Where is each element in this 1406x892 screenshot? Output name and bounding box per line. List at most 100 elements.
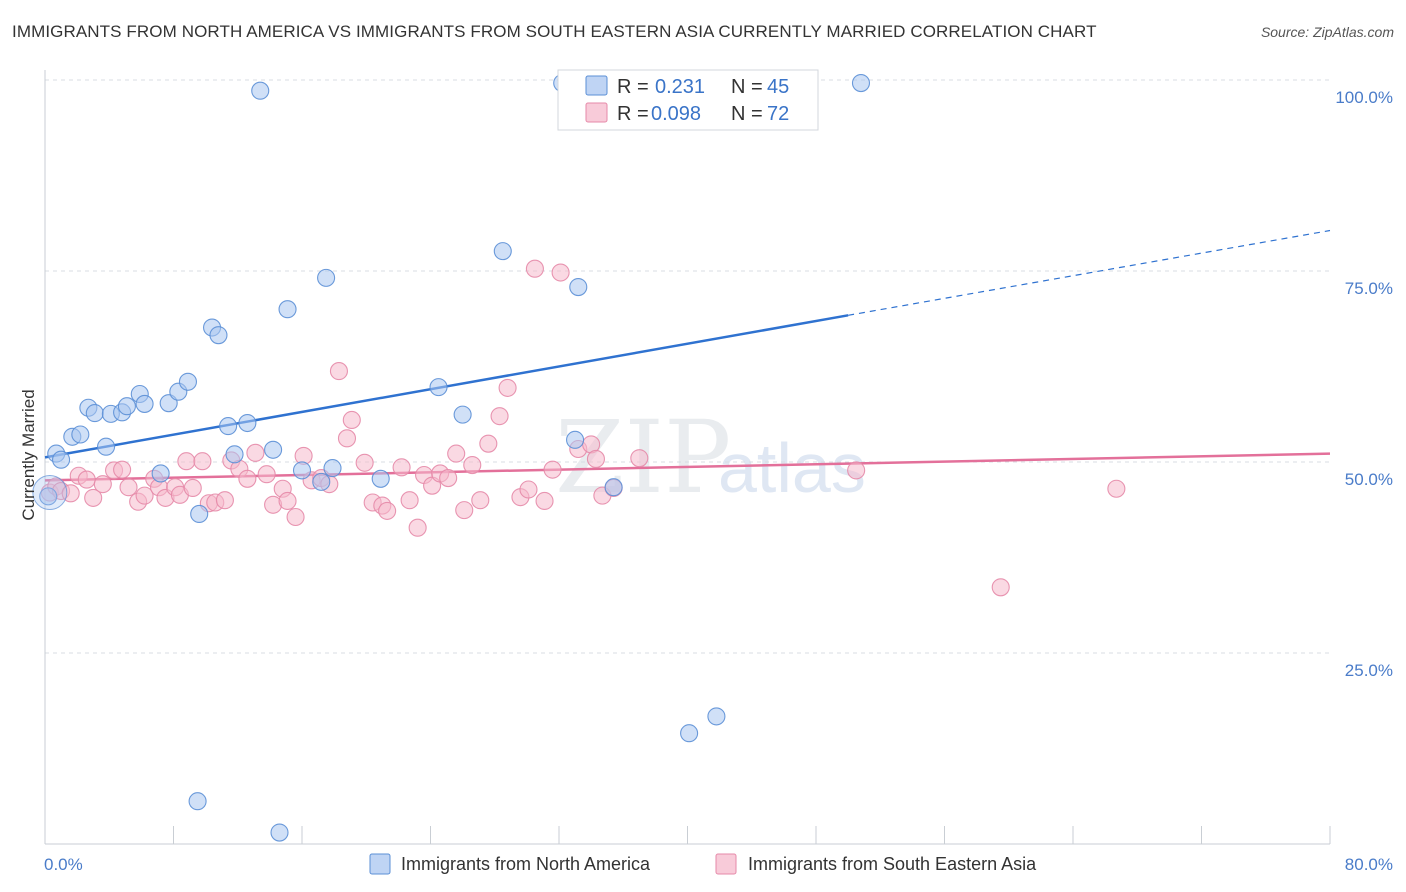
point-south-eastern-asia bbox=[586, 449, 605, 468]
point-north-america bbox=[429, 378, 448, 397]
point-south-eastern-asia bbox=[215, 491, 234, 510]
point-north-america bbox=[493, 242, 512, 261]
point-south-eastern-asia bbox=[84, 488, 103, 507]
point-north-america bbox=[680, 724, 699, 743]
bottom-legend: Immigrants from North America Immigrants… bbox=[369, 853, 1037, 875]
point-south-eastern-asia bbox=[525, 259, 544, 278]
legend-r-value: 0.231 bbox=[655, 76, 705, 98]
point-north-america bbox=[71, 425, 90, 444]
point-north-america bbox=[225, 445, 244, 464]
point-south-eastern-asia bbox=[257, 465, 276, 484]
point-north-america bbox=[604, 478, 623, 497]
y-axis-label: Currently Married bbox=[19, 389, 38, 520]
point-north-america bbox=[323, 459, 342, 478]
point-north-america bbox=[219, 417, 238, 436]
legend: R = 0.231 N = 45 R = 0.098 N = 72 bbox=[557, 69, 819, 131]
point-cluster bbox=[32, 475, 68, 511]
y-tick-label: 75.0% bbox=[1345, 279, 1393, 298]
point-south-eastern-asia bbox=[378, 501, 397, 520]
point-south-eastern-asia bbox=[177, 452, 196, 471]
point-north-america bbox=[270, 823, 289, 842]
point-north-america bbox=[453, 405, 472, 424]
point-north-america bbox=[278, 300, 297, 319]
point-south-eastern-asia bbox=[630, 449, 649, 468]
trend-line-north-america-extension bbox=[848, 229, 1331, 316]
point-north-america bbox=[371, 469, 390, 488]
point-south-eastern-asia bbox=[463, 456, 482, 475]
point-north-america bbox=[569, 277, 588, 297]
legend-r-label: R = bbox=[617, 76, 649, 98]
point-south-eastern-asia bbox=[392, 458, 411, 477]
point-south-eastern-asia bbox=[439, 468, 458, 488]
point-north-america bbox=[190, 504, 209, 524]
point-north-america bbox=[851, 74, 871, 93]
point-south-eastern-asia bbox=[447, 444, 466, 463]
bottom-legend-swatch-south-eastern-asia bbox=[715, 853, 737, 875]
point-north-america bbox=[39, 487, 58, 506]
point-south-eastern-asia bbox=[119, 478, 138, 497]
point-north-america bbox=[238, 413, 257, 433]
point-south-eastern-asia bbox=[278, 491, 297, 511]
point-south-eastern-asia bbox=[471, 491, 490, 510]
point-south-eastern-asia bbox=[551, 263, 570, 282]
point-south-eastern-asia bbox=[342, 410, 361, 430]
point-north-america bbox=[188, 792, 207, 811]
point-north-america bbox=[117, 397, 136, 416]
point-south-eastern-asia bbox=[246, 443, 265, 462]
x-tick-label: 0.0% bbox=[44, 855, 83, 874]
point-north-america bbox=[264, 440, 283, 459]
y-tick-label: 25.0% bbox=[1345, 661, 1393, 680]
data-points bbox=[32, 74, 1126, 842]
point-south-eastern-asia bbox=[479, 434, 498, 453]
point-south-eastern-asia bbox=[355, 453, 374, 472]
grid bbox=[45, 79, 1330, 654]
point-north-america bbox=[292, 461, 312, 480]
point-south-eastern-asia bbox=[113, 460, 132, 479]
point-north-america bbox=[178, 372, 198, 391]
legend-n-value: 72 bbox=[767, 103, 789, 125]
legend-swatch-north-america bbox=[585, 75, 608, 96]
bottom-legend-label-south-eastern-asia: Immigrants from South Eastern Asia bbox=[748, 854, 1037, 874]
point-south-eastern-asia bbox=[193, 452, 212, 471]
chart-title: IMMIGRANTS FROM NORTH AMERICA VS IMMIGRA… bbox=[12, 22, 1097, 41]
point-south-eastern-asia bbox=[519, 480, 538, 499]
watermark: ZIP atlas bbox=[555, 399, 866, 516]
legend-r-value: 0.098 bbox=[651, 103, 701, 125]
point-south-eastern-asia bbox=[77, 470, 96, 489]
point-north-america bbox=[707, 707, 726, 726]
point-south-eastern-asia bbox=[490, 407, 509, 426]
point-south-eastern-asia bbox=[135, 486, 154, 505]
point-south-eastern-asia bbox=[408, 518, 427, 537]
point-north-america bbox=[209, 326, 228, 345]
point-south-eastern-asia bbox=[543, 460, 562, 479]
legend-n-label: N = bbox=[731, 103, 763, 125]
point-south-eastern-asia bbox=[329, 362, 348, 381]
point-north-america bbox=[52, 450, 71, 469]
point-north-america bbox=[135, 394, 154, 413]
point-north-america bbox=[566, 430, 585, 449]
legend-swatch-south-eastern-asia bbox=[585, 102, 608, 123]
x-tick-label: 80.0% bbox=[1345, 855, 1393, 874]
point-north-america bbox=[312, 472, 331, 491]
chart-source: Source: ZipAtlas.com bbox=[1260, 24, 1394, 40]
y-tick-label: 100.0% bbox=[1335, 88, 1393, 107]
point-north-america bbox=[151, 464, 170, 483]
point-north-america bbox=[251, 81, 270, 100]
bottom-legend-label-north-america: Immigrants from North America bbox=[401, 854, 651, 874]
point-south-eastern-asia bbox=[238, 469, 257, 488]
legend-n-value: 45 bbox=[767, 76, 789, 98]
point-north-america bbox=[96, 437, 116, 456]
point-south-eastern-asia bbox=[498, 378, 517, 397]
point-south-eastern-asia bbox=[455, 501, 474, 520]
point-south-eastern-asia bbox=[93, 475, 112, 494]
point-south-eastern-asia bbox=[991, 578, 1010, 597]
point-north-america bbox=[317, 268, 336, 287]
bottom-legend-swatch-north-america bbox=[369, 853, 391, 875]
point-south-eastern-asia bbox=[337, 429, 357, 448]
point-north-america bbox=[85, 404, 104, 423]
y-tick-label: 50.0% bbox=[1345, 470, 1393, 489]
x-tick-labels: 0.0% 80.0% bbox=[44, 855, 1393, 874]
point-south-eastern-asia bbox=[1107, 479, 1126, 498]
point-south-eastern-asia bbox=[535, 491, 554, 511]
